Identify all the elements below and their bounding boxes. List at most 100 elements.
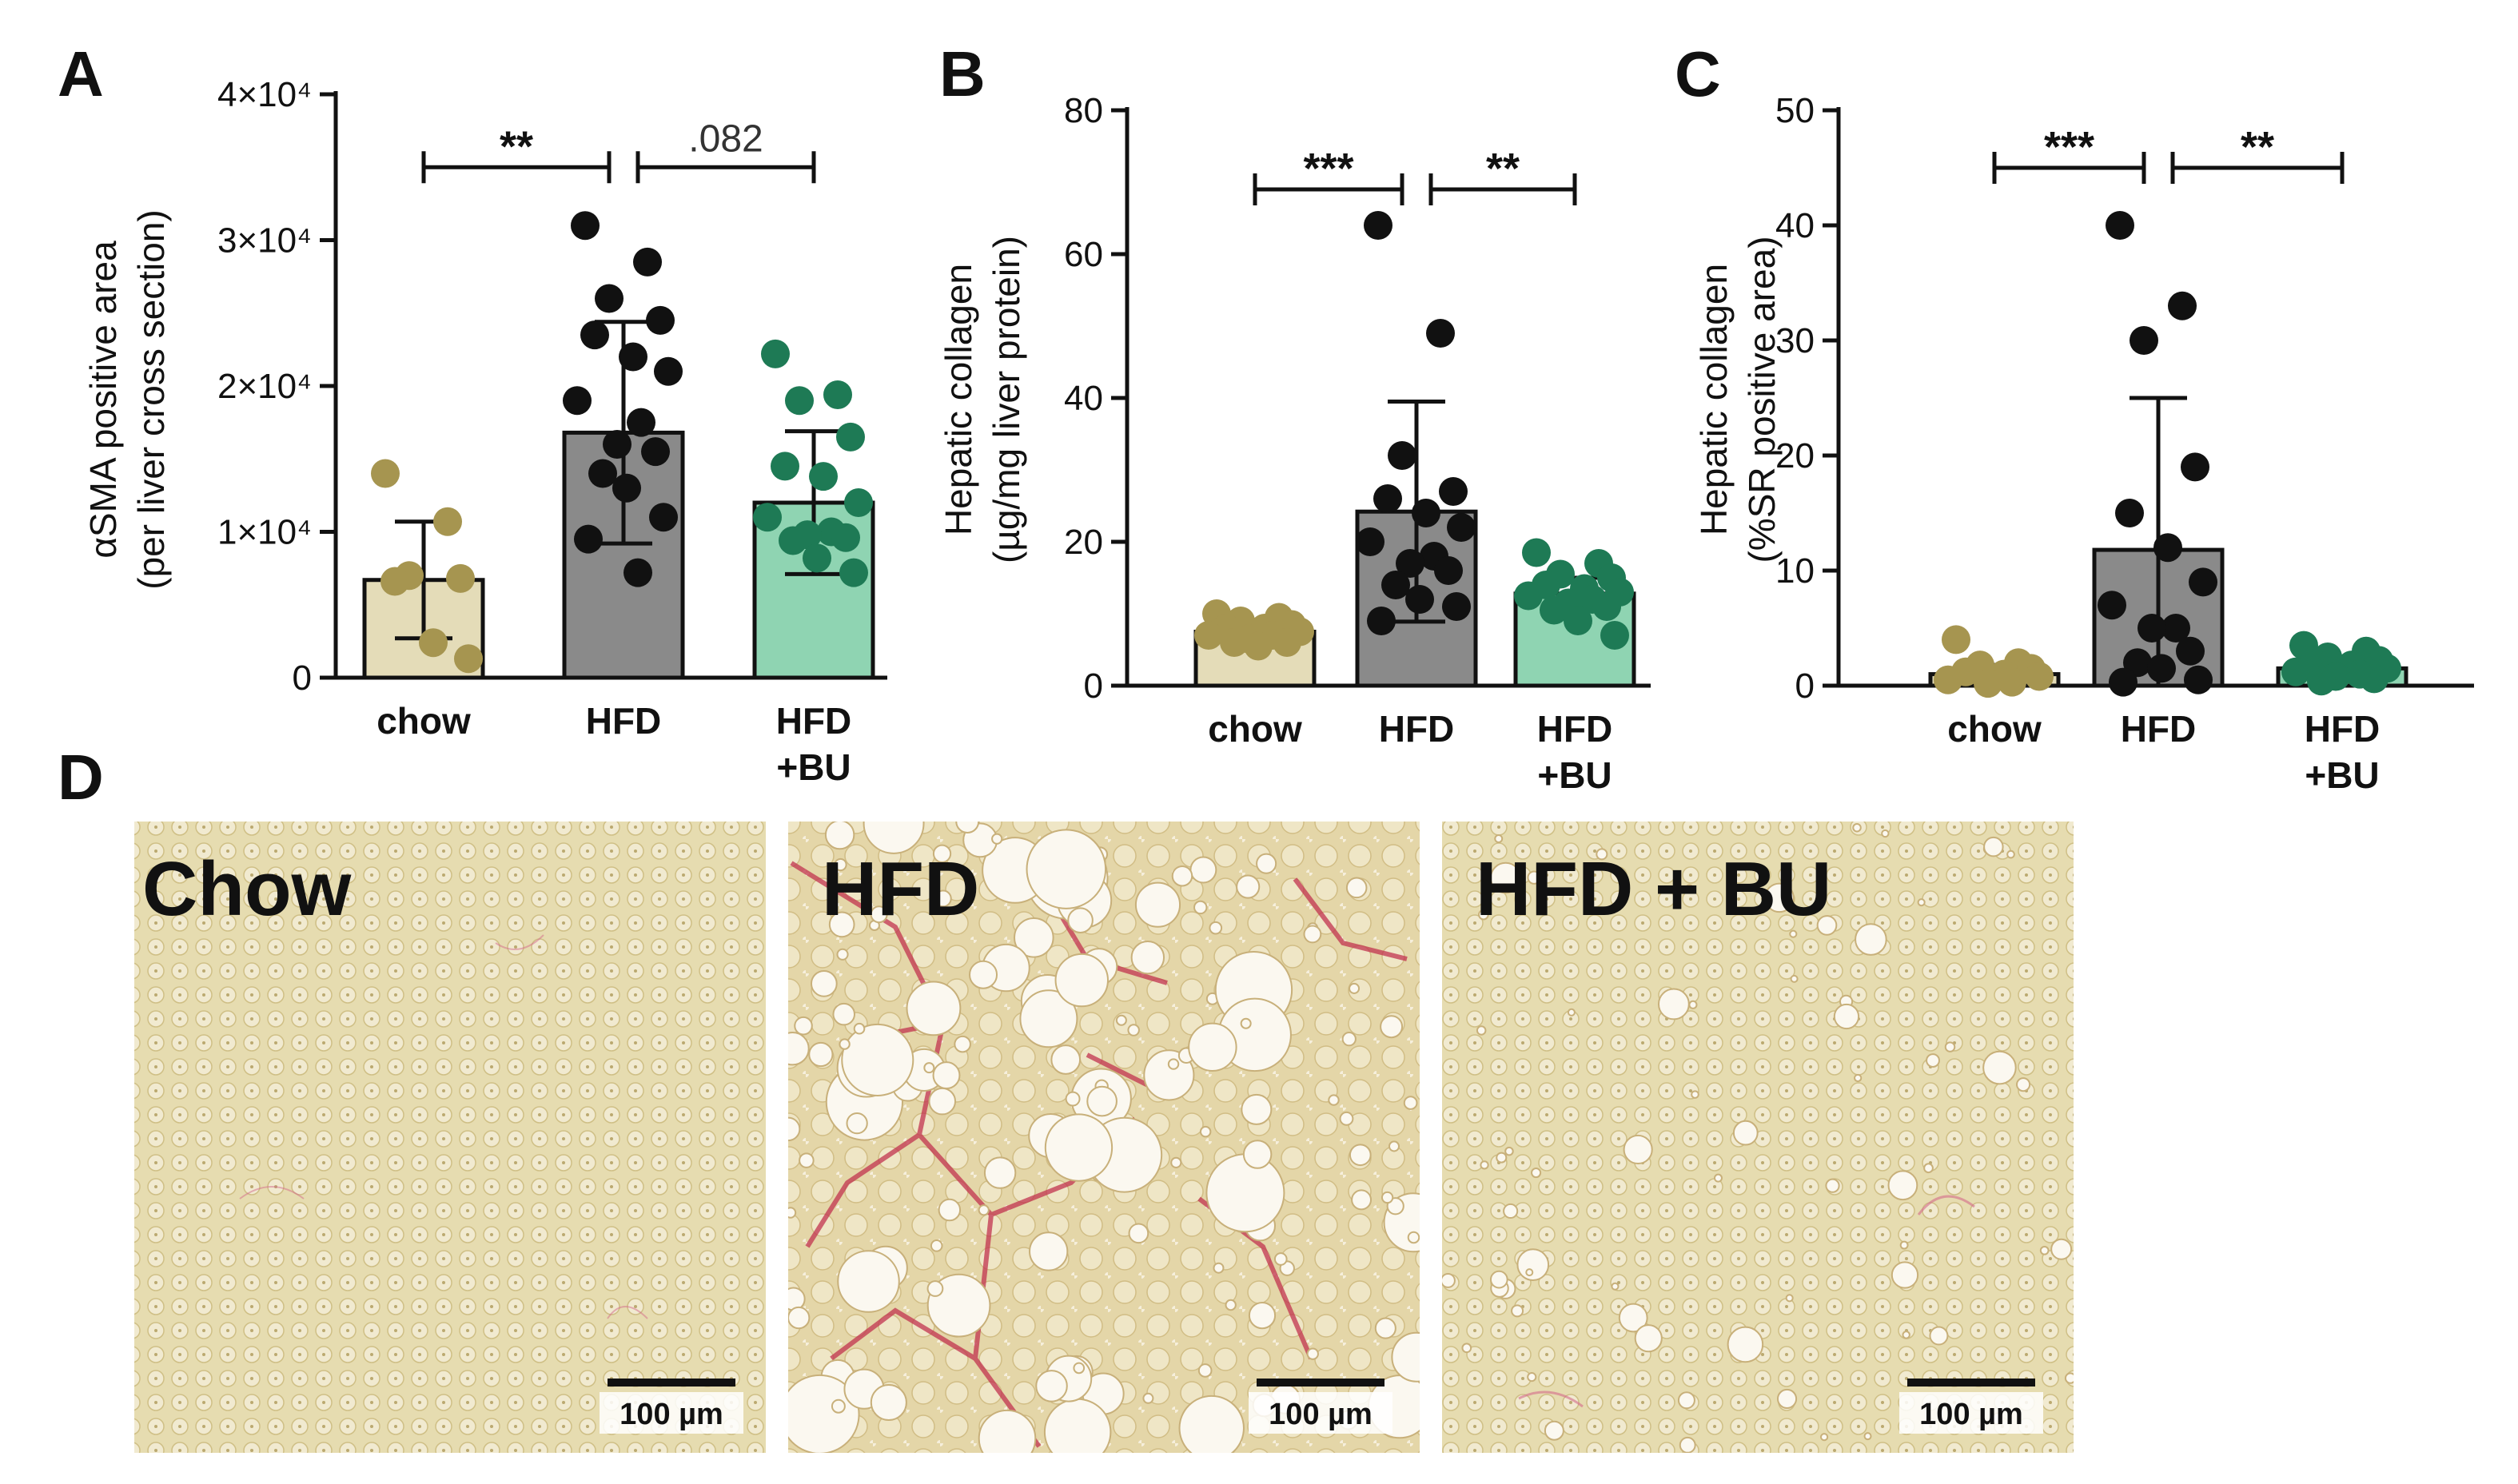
vacuole [788,1374,860,1453]
data-point [1388,441,1416,470]
vacuole [1170,1156,1182,1168]
vacuole [1785,1294,1794,1303]
vacuole [863,822,925,854]
vacuole [1178,1394,1245,1453]
vacuole [1480,1160,1489,1170]
y-tick-label: 80 [1064,91,1103,130]
data-point [571,211,600,241]
scale-bar-label: 100 µm [1269,1398,1373,1431]
vacuole [1567,1008,1576,1017]
data-point [1412,499,1440,527]
vacuole [788,1207,797,1219]
vacuole [1171,865,1193,887]
vacuole [1489,861,1522,894]
vacuole [969,960,998,989]
x-category-label: chow [1947,708,2042,750]
data-point [1396,549,1424,578]
vacuole [1341,1032,1357,1047]
data-point [603,430,631,459]
data-point [1442,592,1471,621]
significance-label: .082 [688,117,763,160]
data-point [839,558,868,587]
data-point [1600,621,1629,650]
vacuole [1461,1343,1472,1354]
vacuole [870,905,888,924]
data-point [1514,581,1543,611]
x-category-label: HFD [776,700,852,742]
data-point [2307,666,2336,696]
vacuole [1029,1231,1069,1271]
y-tick-label: 40 [1064,379,1103,418]
vacuole [1496,1152,1508,1164]
vacuole [926,1280,944,1297]
vacuole [2039,1245,2050,1255]
vacuole [1816,915,1838,936]
vacuole [1054,953,1110,1008]
vacuole [1657,988,1690,1020]
y-tick-label: 0 [1084,666,1103,706]
vacuole [1890,1261,1919,1289]
vacuole [932,1061,961,1090]
vacuole [834,857,847,872]
vacuole [954,1035,971,1053]
vacuole [841,1023,914,1096]
data-point [1564,607,1592,635]
vacuole [1043,1398,1112,1453]
vacuole [1544,1420,1564,1441]
vacuole [1127,1024,1140,1036]
vacuole [1833,1003,1860,1030]
y-axis-label-line1: Hepatic collagen [938,264,979,535]
vacuole [1242,1140,1273,1169]
vacuole [837,1250,900,1313]
vacuole [1789,929,1798,938]
vacuole [1677,1391,1695,1410]
data-point [823,380,852,409]
vacuole [928,1087,957,1116]
vacuole [1205,1153,1285,1233]
y-tick-label: 0 [293,658,312,698]
vacuole [1188,1022,1237,1072]
data-point [809,462,838,491]
data-point [1434,556,1463,585]
vacuole [788,1116,801,1142]
vacuole [1086,1085,1118,1117]
y-axis-label-line2: (µg/mg liver protein) [986,236,1027,563]
vacuole [1790,974,1799,983]
micrograph-hfd: HFD 100 µm [788,822,1420,1453]
vacuole [1351,1189,1373,1211]
vacuole [2064,1372,2074,1384]
data-point [619,342,647,372]
y-tick-label: 10 [1775,551,1815,591]
data-point [1447,513,1476,542]
data-point [753,503,782,532]
significance-label: *** [1303,145,1353,193]
vacuole [932,844,952,863]
vacuole [1035,1370,1068,1402]
data-point [803,543,831,573]
vacuole [1854,1073,1863,1083]
vacuole [1209,921,1223,935]
vacuole [1478,909,1489,921]
x-category-label: HFD [586,700,662,742]
vacuole [1349,982,1361,994]
data-point [654,356,683,386]
data-point [454,644,483,674]
data-point [1373,484,1402,513]
vacuole [1197,1363,1213,1378]
data-point [2138,614,2166,643]
vacuole [808,1041,834,1068]
vacuole [2006,849,2015,859]
vacuole [1374,1317,1396,1339]
vacuole [1944,1041,1956,1052]
bar [562,430,685,680]
vacuole [1732,1120,1759,1146]
vacuole [1065,1091,1081,1107]
y-tick-label: 1×10⁴ [217,513,312,552]
vacuole [1050,1044,1082,1075]
vacuole [836,948,849,961]
vacuole [938,1198,962,1222]
vacuole [1776,1388,1798,1409]
vacuole [1863,1432,1872,1441]
data-point [2130,326,2158,355]
data-point [419,628,448,658]
